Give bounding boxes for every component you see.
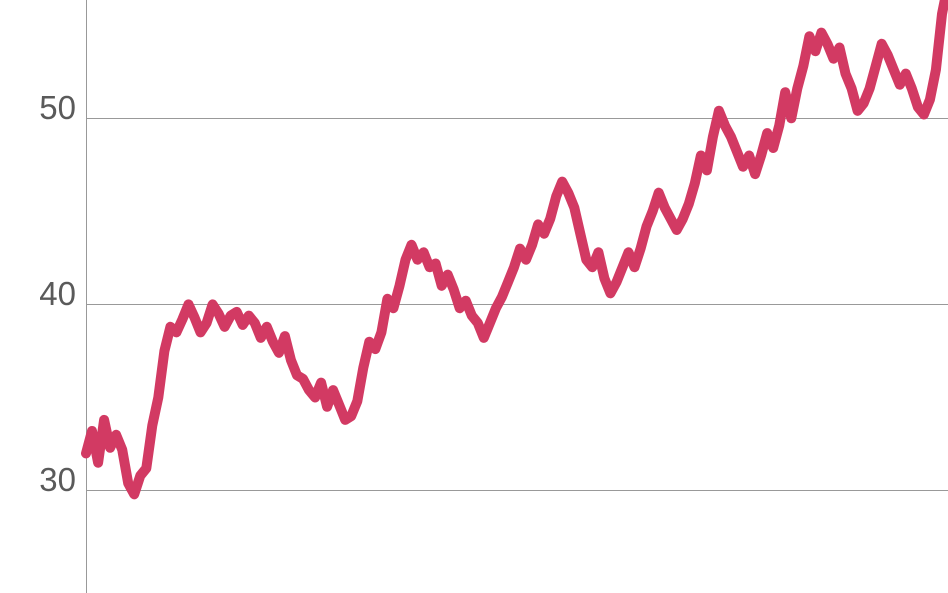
series-line <box>86 0 948 494</box>
chart-plot-area <box>0 0 948 593</box>
line-chart: 304050 <box>0 0 948 593</box>
